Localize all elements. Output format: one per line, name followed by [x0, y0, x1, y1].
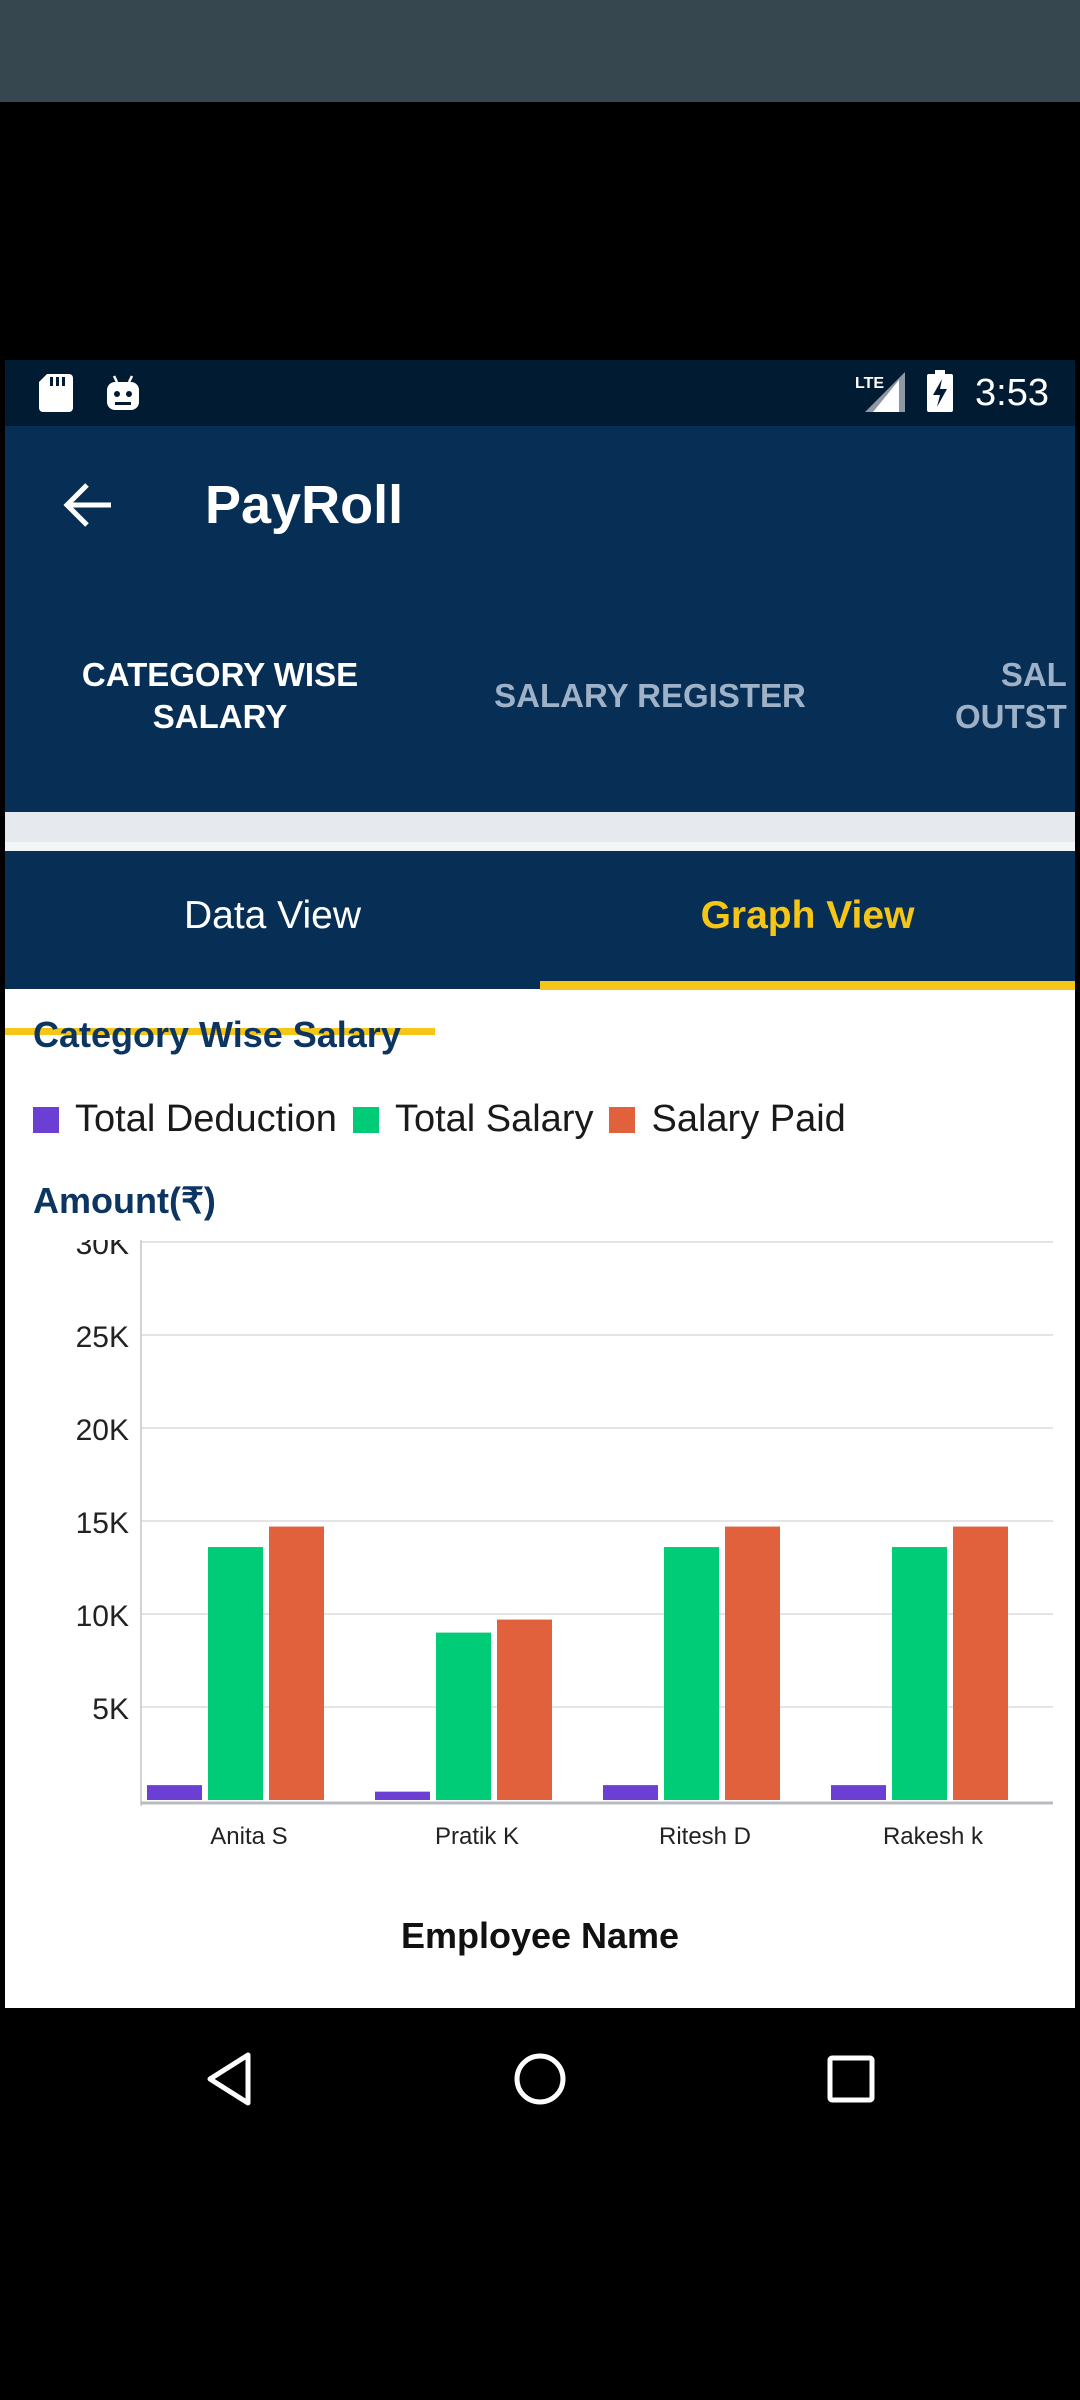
screen-top-bezel: [0, 0, 1080, 102]
tab-salary-register[interactable]: SALARY REGISTER: [494, 677, 806, 714]
bar-total-deduction: [147, 1785, 202, 1800]
status-bar: LTE 3:53: [5, 360, 1075, 426]
bar-salary-paid: [269, 1526, 324, 1800]
main-tabs: CATEGORY WISE SALARY SALARY REGISTER SAL…: [5, 586, 1075, 1035]
legend-item-total-deduction[interactable]: Total Deduction: [33, 1098, 337, 1141]
tab-graph-view[interactable]: Graph View: [700, 894, 915, 937]
bar-total-salary: [436, 1632, 491, 1800]
legend-item-salary-paid[interactable]: Salary Paid: [609, 1098, 846, 1141]
bar-total-deduction: [831, 1785, 886, 1800]
x-tick-label: Rakesh k: [883, 1823, 984, 1850]
bar-salary-paid: [497, 1619, 552, 1800]
subtab-selected-indicator: [540, 981, 1075, 990]
y-axis-title: Amount(₹): [33, 1180, 216, 1221]
x-tick-label: Pratik K: [435, 1823, 519, 1850]
nav-home-icon: [512, 2051, 568, 2112]
nav-back-button[interactable]: [194, 2046, 264, 2116]
tab-salary-outstanding[interactable]: SAL OUTST: [955, 656, 1067, 735]
bar-total-deduction: [603, 1785, 658, 1800]
y-tick-label: 20K: [76, 1414, 129, 1447]
lte-signal-icon: LTE: [855, 370, 906, 417]
legend-swatch: [609, 1106, 636, 1133]
y-tick-label: 15K: [76, 1507, 129, 1540]
chart-title: Category Wise Salary: [33, 1014, 401, 1055]
legend-swatch: [352, 1106, 379, 1133]
screen-top-black-area: [0, 102, 1080, 360]
divider: [5, 812, 1075, 842]
bar-salary-paid: [953, 1526, 1008, 1800]
screen-bottom-black-area: [0, 2148, 1080, 2400]
nav-home-button[interactable]: [505, 2046, 575, 2116]
y-tick-label: 30K: [76, 1240, 129, 1261]
svg-text:LTE: LTE: [855, 375, 884, 392]
legend-swatch: [33, 1106, 59, 1133]
divider-light: [5, 842, 1075, 851]
view-tabs: Data View Graph View: [5, 851, 1075, 990]
arrow-left-icon: [63, 482, 113, 532]
y-tick-label: 5K: [92, 1693, 129, 1726]
battery-charging-icon: [927, 370, 954, 417]
status-time: 3:53: [975, 372, 1049, 414]
bar-chart: 5K 10K 15K 20K 25K 30K Anita S Pratik K Ritesh D…: [76, 1240, 1053, 1850]
app-bar: PayRoll: [5, 426, 1075, 586]
legend-label: Salary Paid: [651, 1098, 846, 1140]
bar-salary-paid: [725, 1526, 780, 1800]
tab-selected-indicator: [5, 1028, 435, 1035]
bar-total-salary: [208, 1547, 263, 1800]
bar-total-salary: [892, 1547, 947, 1800]
nav-recents-icon: [826, 2054, 876, 2109]
x-tick-label: Anita S: [210, 1823, 287, 1850]
app-window: LTE 3:53 PayRoll CATEGORY WISE SALARY SA…: [5, 360, 1075, 2008]
y-tick-label: 25K: [76, 1321, 129, 1354]
back-button[interactable]: [53, 472, 123, 542]
y-tick-label: 10K: [76, 1600, 129, 1633]
tab-category-wise-salary[interactable]: CATEGORY WISE SALARY: [81, 656, 359, 735]
bar-total-salary: [664, 1547, 719, 1800]
nav-back-icon: [204, 2051, 254, 2112]
legend-item-total-salary[interactable]: Total Salary: [352, 1098, 594, 1141]
android-debug-icon: [105, 374, 141, 417]
chart-legend: Total Deduction Total Salary Salary Paid: [33, 1098, 862, 1141]
page-title: PayRoll: [205, 475, 404, 535]
x-tick-label: Ritesh D: [659, 1823, 751, 1850]
x-axis-title: Employee Name: [400, 1915, 680, 1956]
nav-recents-button[interactable]: [816, 2046, 886, 2116]
bar-total-deduction: [375, 1791, 430, 1800]
legend-label: Total Salary: [394, 1098, 594, 1140]
system-nav-bar: [0, 2008, 1080, 2148]
legend-label: Total Deduction: [75, 1098, 337, 1140]
tab-data-view[interactable]: Data View: [183, 894, 362, 937]
sd-card-icon: [39, 374, 73, 417]
